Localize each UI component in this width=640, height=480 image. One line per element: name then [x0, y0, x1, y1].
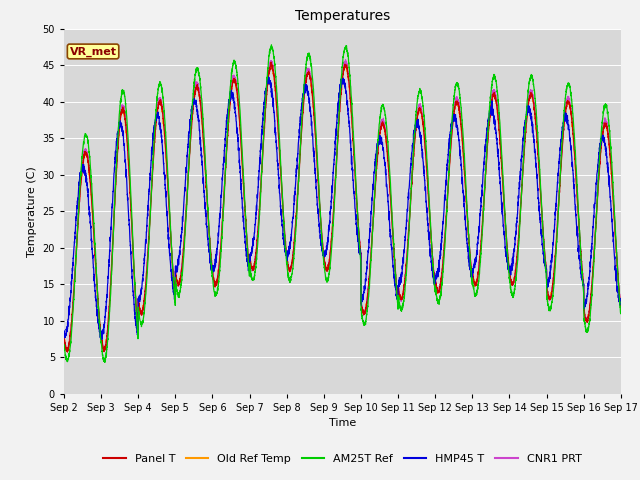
- Text: VR_met: VR_met: [70, 47, 116, 57]
- X-axis label: Time: Time: [329, 418, 356, 428]
- Title: Temperatures: Temperatures: [295, 10, 390, 24]
- Y-axis label: Temperature (C): Temperature (C): [27, 166, 37, 257]
- Legend: Panel T, Old Ref Temp, AM25T Ref, HMP45 T, CNR1 PRT: Panel T, Old Ref Temp, AM25T Ref, HMP45 …: [99, 449, 586, 468]
